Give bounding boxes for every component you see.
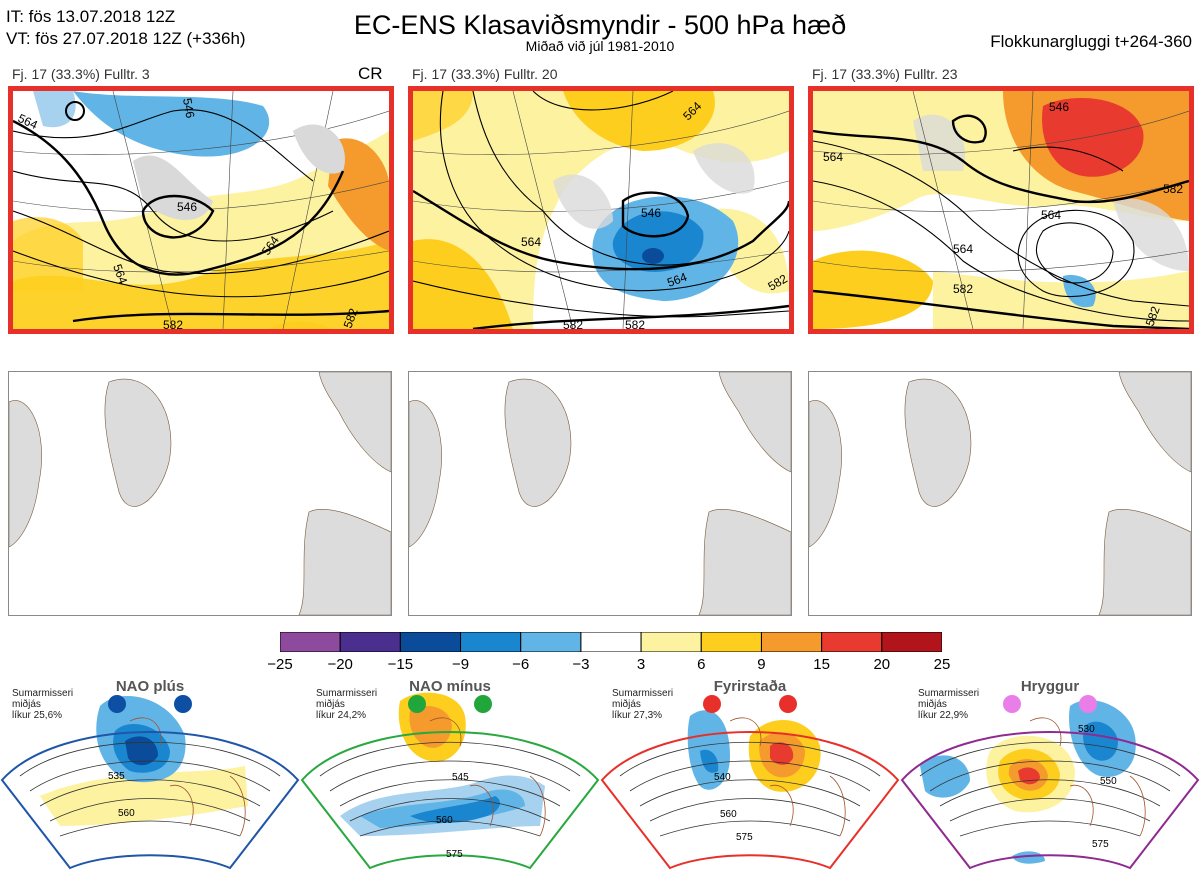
regime-nao-plus-dot bbox=[108, 695, 126, 713]
panel-3-contour-label: 546 bbox=[1049, 100, 1069, 114]
colorbar-swatch bbox=[460, 631, 522, 653]
regime-ridge-contour: 550 bbox=[1100, 776, 1117, 787]
panel-1-contour-label: 582 bbox=[341, 306, 361, 329]
colorbar-tick-label: −6 bbox=[512, 656, 530, 673]
panel-1-contour-label: 564 bbox=[110, 262, 130, 286]
panel-2-contour-label: 564 bbox=[521, 235, 541, 249]
colorbar-tick-label: 15 bbox=[813, 656, 830, 673]
regime-nao-minus-title: NAO mínus bbox=[409, 678, 491, 695]
panel-2-contour-label: 582 bbox=[563, 318, 583, 329]
colorbar-tick-label: −20 bbox=[327, 656, 353, 673]
regime-ridge: 530 550 575 bbox=[900, 676, 1200, 871]
cluster-map-1: 546 564 564 546 582 582 564 bbox=[8, 86, 394, 334]
empty-map-2 bbox=[408, 371, 792, 616]
page-title: EC-ENS Klasaviðsmyndir - 500 hPa hæð bbox=[353, 10, 847, 40]
regime-ridge-contour: 575 bbox=[1092, 839, 1109, 850]
colorbar-swatch bbox=[881, 631, 943, 653]
colorbar-tick-label: −15 bbox=[387, 656, 414, 673]
regime-blocking-contour: 575 bbox=[736, 832, 753, 843]
empty-map-3 bbox=[808, 371, 1192, 616]
regime-nao-minus-contour: 545 bbox=[452, 772, 469, 783]
colorbar-tick-label: 20 bbox=[873, 656, 891, 673]
regime-ridge-note: Sumarmisseri miðjás líkur 22,9% bbox=[918, 688, 980, 721]
panel-3-contour-label: 564 bbox=[953, 242, 973, 256]
regime-nao-plus-contour: 560 bbox=[118, 808, 135, 819]
regime-ridge-title: Hryggur bbox=[1020, 678, 1080, 695]
panel-2-contour-label: 546 bbox=[641, 206, 661, 220]
colorbar-swatch bbox=[279, 631, 341, 653]
panel-1-contour-label: 546 bbox=[180, 97, 197, 119]
page-subtitle: Miðað við júl 1981-2010 bbox=[525, 38, 675, 54]
regime-blocking-title: Fyrirstaða bbox=[713, 678, 787, 695]
panel-2-label: Fj. 17 (33.3%) Fulltr. 20 bbox=[412, 66, 558, 82]
colorbar-swatch bbox=[760, 631, 823, 653]
regime-ridge-contour: 530 bbox=[1078, 724, 1095, 735]
colorbar-tick-label: −3 bbox=[572, 656, 590, 673]
regime-blocking: 540 560 575 bbox=[600, 676, 900, 871]
classification-window: Flokkunargluggi t+264-360 bbox=[990, 32, 1192, 51]
colorbar-tick-label: −9 bbox=[451, 656, 470, 673]
regime-blocking-dot bbox=[703, 695, 721, 713]
cluster-map-2: 546 564 564 564 582 582 582 bbox=[408, 86, 794, 334]
regime-nao-plus-title: NAO plús bbox=[115, 678, 185, 695]
colorbar-tick-label: 9 bbox=[757, 656, 766, 673]
regime-nao-minus-dot bbox=[474, 695, 492, 713]
colorbar-swatch bbox=[339, 631, 401, 653]
valid-time: VT: fös 27.07.2018 12Z (+336h) bbox=[6, 29, 246, 48]
panel-3-contour-label: 564 bbox=[823, 150, 843, 164]
regime-ridge-dot bbox=[1079, 695, 1097, 713]
panel-3-contour-label: 582 bbox=[953, 282, 973, 296]
panel-2-contour-label: 582 bbox=[625, 318, 645, 329]
initial-time: IT: fös 13.07.2018 12Z bbox=[6, 7, 176, 26]
colorbar-swatch bbox=[399, 631, 462, 653]
colorbar-swatch bbox=[700, 631, 762, 653]
colorbar-tick-label: 25 bbox=[933, 656, 951, 673]
regime-ridge-dot bbox=[1003, 695, 1021, 713]
colorbar-tick-label: 6 bbox=[697, 656, 706, 673]
panel-3-contour-label: 564 bbox=[1041, 208, 1061, 222]
regime-nao-minus-dot bbox=[408, 695, 426, 713]
regime-nao-plus: 535 560 bbox=[0, 676, 300, 871]
colorbar bbox=[279, 631, 943, 653]
colorbar-tick-label: 3 bbox=[636, 656, 646, 673]
panel-1-contour-label: 582 bbox=[163, 318, 183, 329]
regime-nao-minus: 545 560 575 bbox=[300, 676, 600, 871]
empty-map-1 bbox=[8, 371, 392, 616]
regime-nao-minus-contour: 560 bbox=[436, 815, 453, 826]
regime-nao-minus-note: Sumarmisseri miðjás líkur 24,2% bbox=[316, 688, 378, 721]
colorbar-swatch bbox=[640, 631, 702, 653]
panel-1-contour-label: 546 bbox=[177, 200, 197, 214]
panel-3-label: Fj. 17 (33.3%) Fulltr. 23 bbox=[812, 66, 958, 82]
regime-blocking-note: Sumarmisseri miðjás líkur 27,3% bbox=[612, 688, 674, 721]
regime-blocking-dot bbox=[779, 695, 797, 713]
colorbar-swatch bbox=[821, 631, 883, 653]
regime-blocking-contour: 560 bbox=[720, 809, 737, 820]
regime-nao-minus-contour: 575 bbox=[446, 849, 463, 860]
regime-nao-plus-dot bbox=[174, 695, 192, 713]
colorbar-swatch bbox=[520, 631, 582, 653]
cluster-map-3: 546 564 564 564 582 582 582 bbox=[808, 86, 1194, 334]
colorbar-tick-label: −25 bbox=[267, 656, 293, 673]
panel-1-label: Fj. 17 (33.3%) Fulltr. 3 bbox=[12, 66, 150, 82]
regime-nao-plus-contour: 535 bbox=[108, 771, 125, 782]
panel-1-tag: CR bbox=[358, 64, 383, 83]
regime-nao-plus-note: Sumarmisseri miðjás líkur 25,6% bbox=[12, 688, 74, 721]
panel-3-contour-label: 582 bbox=[1163, 182, 1183, 196]
panel-3-contour-label: 582 bbox=[1143, 304, 1163, 328]
colorbar-swatch bbox=[580, 631, 642, 653]
header-left: IT: fös 13.07.2018 12Z VT: fös 27.07.201… bbox=[6, 6, 246, 50]
regime-blocking-contour: 540 bbox=[714, 772, 731, 783]
panel-2-contour-label: 564 bbox=[665, 270, 689, 290]
